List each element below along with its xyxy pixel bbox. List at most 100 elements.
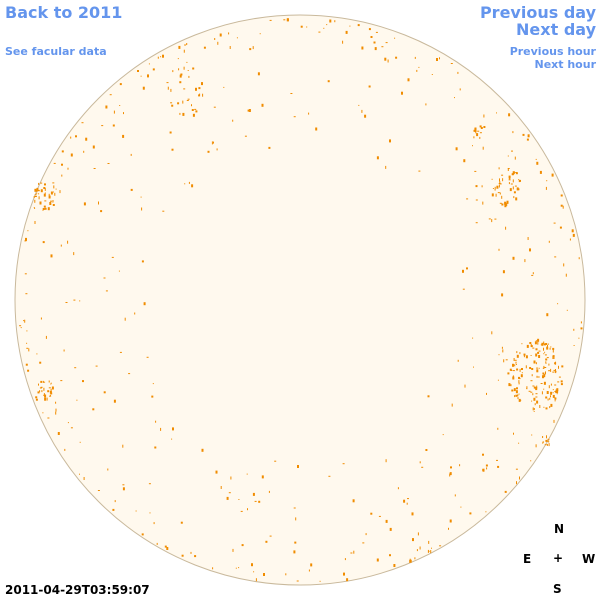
facula <box>162 54 164 58</box>
facula <box>503 359 505 363</box>
facula <box>229 46 231 49</box>
facula <box>516 354 519 358</box>
facula <box>552 394 555 398</box>
facula <box>475 199 478 201</box>
facula <box>217 41 219 45</box>
facula <box>55 408 57 412</box>
facula <box>479 132 482 134</box>
back-link[interactable]: Back to 2011 <box>5 3 123 22</box>
facula <box>44 187 46 191</box>
facula <box>42 241 45 244</box>
facula <box>202 93 204 97</box>
previous-hour-link[interactable]: Previous hour <box>509 45 596 58</box>
facula <box>52 182 55 184</box>
facula <box>411 512 414 516</box>
next-day-link[interactable]: Next day <box>516 20 596 39</box>
facula <box>203 46 206 49</box>
facula <box>535 396 538 398</box>
facula <box>507 168 510 169</box>
facula <box>548 385 550 389</box>
facula <box>511 150 513 152</box>
facula <box>40 189 43 193</box>
facula <box>527 237 529 240</box>
facula <box>50 383 52 385</box>
facula <box>514 156 516 160</box>
facula <box>430 550 432 554</box>
facula <box>464 384 466 388</box>
facula <box>109 94 112 96</box>
facula <box>536 369 539 373</box>
compass-center: + <box>553 551 564 565</box>
facula <box>365 533 367 536</box>
facula <box>79 300 81 302</box>
facula <box>308 569 310 572</box>
facula <box>345 30 348 34</box>
facula <box>416 69 418 72</box>
facula <box>37 190 40 192</box>
facula <box>506 201 509 204</box>
facula <box>542 372 545 375</box>
facula <box>543 388 545 390</box>
facula <box>362 542 365 544</box>
facula <box>329 19 332 23</box>
facula <box>240 510 243 512</box>
facula <box>105 290 108 292</box>
facula <box>63 349 65 352</box>
next-hour-link[interactable]: Next hour <box>534 58 597 71</box>
facula <box>81 122 84 124</box>
facula <box>349 25 351 27</box>
facula <box>515 361 517 364</box>
compass-west: W <box>582 552 596 566</box>
facula <box>254 500 257 502</box>
facula <box>326 24 328 26</box>
facula <box>543 343 546 346</box>
facula <box>553 222 556 224</box>
facula <box>85 137 88 141</box>
facula <box>65 302 68 303</box>
facula <box>220 486 222 489</box>
facula <box>395 56 398 59</box>
facula <box>545 343 548 345</box>
facula <box>389 139 391 143</box>
facula <box>342 463 345 465</box>
facula <box>502 178 504 182</box>
facula <box>545 186 547 190</box>
previous-day-link[interactable]: Previous day <box>479 3 596 22</box>
facula <box>26 330 28 332</box>
facula <box>531 274 534 276</box>
facula <box>170 102 173 104</box>
facula <box>530 460 532 462</box>
facula <box>52 204 55 206</box>
facula <box>50 191 53 195</box>
facula <box>580 321 582 324</box>
facula <box>494 186 496 189</box>
facula <box>293 507 296 509</box>
facula <box>92 145 95 149</box>
facula <box>535 393 538 395</box>
facula <box>33 196 35 198</box>
facula <box>157 56 159 59</box>
facula <box>41 390 43 393</box>
facula <box>537 341 539 345</box>
facula <box>27 230 29 232</box>
facula <box>580 327 583 330</box>
facula <box>557 381 560 383</box>
facula <box>428 540 430 544</box>
facula <box>164 545 167 548</box>
facula <box>518 442 520 444</box>
facular-data-link[interactable]: See facular data <box>5 45 107 58</box>
facula <box>124 317 126 321</box>
facula <box>236 37 238 39</box>
facula <box>130 153 132 156</box>
facula <box>370 512 373 515</box>
timestamp: 2011-04-29T03:59:07 <box>5 583 150 597</box>
facula <box>40 317 42 320</box>
facula <box>507 169 509 171</box>
facula <box>526 138 529 141</box>
facula <box>450 63 453 64</box>
facula <box>98 201 99 205</box>
facula <box>26 342 28 344</box>
facula <box>546 180 548 182</box>
facula <box>160 56 162 58</box>
facula <box>166 82 169 84</box>
